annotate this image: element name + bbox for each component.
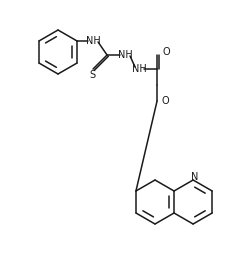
Text: O: O — [161, 96, 169, 106]
Text: N: N — [191, 172, 199, 182]
Text: NH: NH — [86, 36, 100, 46]
Text: NH: NH — [118, 50, 132, 60]
Text: NH: NH — [132, 64, 146, 74]
Text: S: S — [89, 70, 95, 80]
Text: O: O — [162, 47, 170, 57]
